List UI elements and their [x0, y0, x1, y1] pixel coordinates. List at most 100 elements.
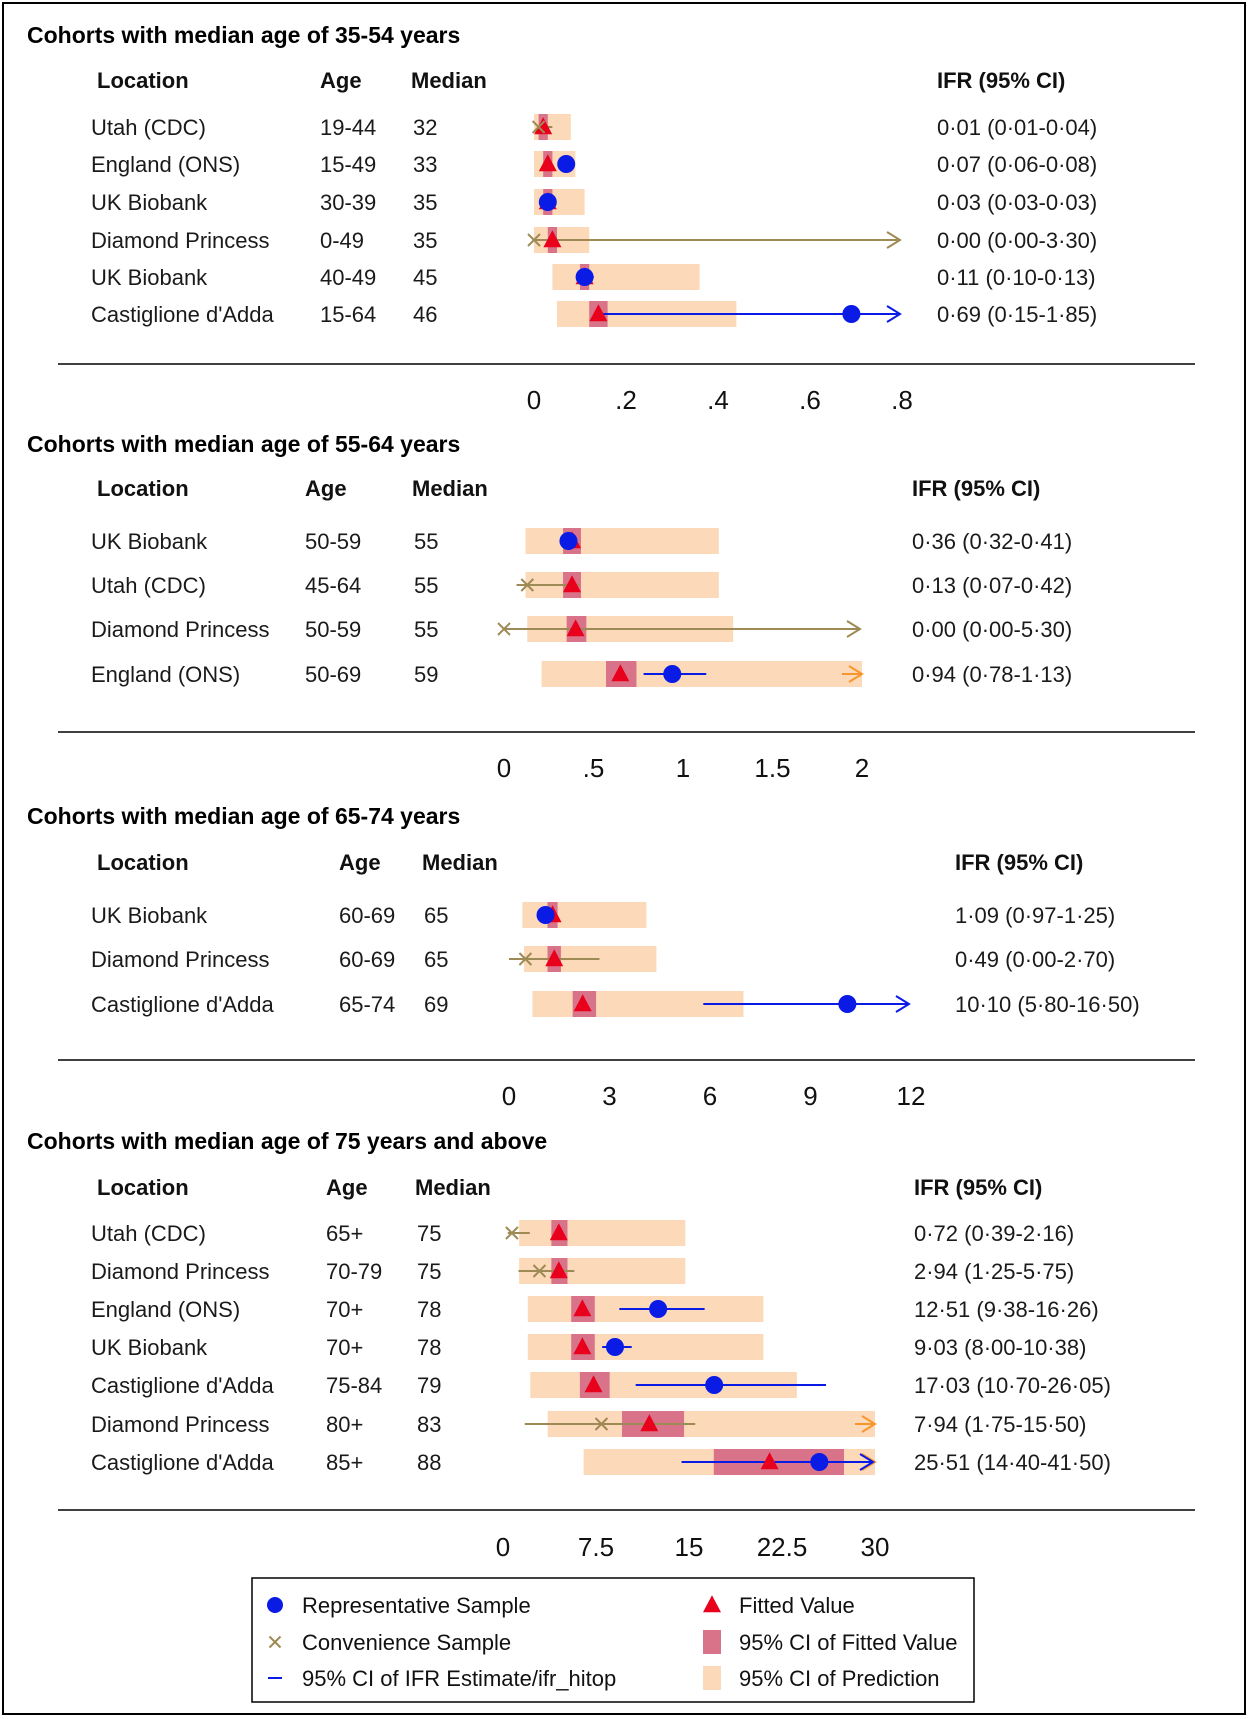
- forest-row: Diamond Princess 60-69 65 0·49 (0·00-2·70): [91, 946, 1115, 972]
- convenience-sample-marker: [520, 578, 534, 592]
- forest-row: UK Biobank 50-59 55 0·36 (0·32-0·41): [91, 528, 1072, 554]
- x-tick-label: 30: [861, 1532, 890, 1562]
- legend-fitted-marker: [703, 1595, 721, 1613]
- forest-row: UK Biobank 60-69 65 1·09 (0·97-1·25): [91, 902, 1115, 928]
- legend-ci-prediction-label: 95% CI of Prediction: [739, 1666, 940, 1691]
- forest-row: Utah (CDC) 45-64 55 0·13 (0·07-0·42): [91, 572, 1072, 598]
- prediction-ci-band: [525, 528, 719, 554]
- row-location: England (ONS): [91, 1297, 240, 1322]
- row-median: 55: [414, 529, 438, 554]
- prediction-ci-band: [552, 264, 700, 290]
- column-header-ifr: IFR (95% CI): [937, 68, 1065, 93]
- row-location: England (ONS): [91, 662, 240, 687]
- row-median: 46: [413, 302, 437, 327]
- forest-row: Diamond Princess 70-79 75 2·94 (1·25-5·75): [91, 1258, 1074, 1284]
- forest-row: England (ONS) 50-69 59 0·94 (0·78-1·13): [91, 661, 1072, 687]
- row-location: UK Biobank: [91, 1335, 208, 1360]
- x-tick-label: 9: [803, 1081, 817, 1111]
- row-ifr: 0·13 (0·07-0·42): [912, 573, 1072, 598]
- estimate-ci-arrow: [859, 1453, 875, 1471]
- row-ifr: 2·94 (1·25-5·75): [914, 1259, 1074, 1284]
- row-median: 35: [413, 190, 437, 215]
- fitted-value-marker: [538, 154, 557, 172]
- row-ifr: 0·72 (0·39-2·16): [914, 1221, 1074, 1246]
- column-header-median: Median: [422, 850, 498, 875]
- panel-2: Cohorts with median age of 55-64 years Lo…: [27, 431, 1195, 783]
- fitted-value-marker: [549, 1223, 568, 1241]
- x-tick-label: 3: [602, 1081, 616, 1111]
- row-location: England (ONS): [91, 152, 240, 177]
- row-median: 79: [417, 1373, 441, 1398]
- row-location: Castiglione d'Adda: [91, 1373, 275, 1398]
- row-median: 32: [413, 115, 437, 140]
- row-age: 50-59: [305, 617, 361, 642]
- x-tick-label: 1: [676, 753, 690, 783]
- row-age: 15-49: [320, 152, 376, 177]
- forest-row: Diamond Princess 50-59 55 0·00 (0·00-5·30): [91, 616, 1072, 642]
- row-ifr: 1·09 (0·97-1·25): [955, 903, 1115, 928]
- column-header-ifr: IFR (95% CI): [912, 476, 1040, 501]
- forest-row: Diamond Princess 0-49 35 0·00 (0·00-3·30): [91, 227, 1097, 253]
- convenience-sample-marker: [531, 120, 546, 134]
- forest-row: Utah (CDC) 19-44 32 0·01 (0·01-0·04): [91, 114, 1097, 140]
- column-header-location: Location: [97, 68, 189, 93]
- panel-title: Cohorts with median age of 65-74 years: [27, 803, 460, 829]
- row-median: 45: [413, 265, 437, 290]
- row-age: 0-49: [320, 228, 364, 253]
- row-age: 65+: [326, 1221, 363, 1246]
- forest-row: Castiglione d'Adda 65-74 69 10·10 (5·80-16·…: [91, 991, 1140, 1017]
- row-ifr: 0·36 (0·32-0·41): [912, 529, 1072, 554]
- x-tick-label: 0: [502, 1081, 516, 1111]
- row-location: UK Biobank: [91, 190, 208, 215]
- row-age: 50-69: [305, 662, 361, 687]
- convenience-sample-marker: [594, 1417, 609, 1431]
- column-header-location: Location: [97, 1175, 189, 1200]
- convenience-sample-marker: [497, 622, 511, 636]
- row-ifr: 0·01 (0·01-0·04): [937, 115, 1097, 140]
- representative-sample-marker: [705, 1376, 724, 1394]
- column-header-median: Median: [415, 1175, 491, 1200]
- row-age: 70+: [326, 1297, 363, 1322]
- row-age: 19-44: [320, 115, 376, 140]
- row-median: 33: [413, 152, 437, 177]
- row-age: 70+: [326, 1335, 363, 1360]
- x-tick-label: .5: [583, 753, 605, 783]
- forest-row: Castiglione d'Adda 85+ 88 25·51 (14·40-41·5…: [91, 1449, 1111, 1475]
- prediction-ci-arrow: [848, 665, 864, 683]
- column-header-age: Age: [320, 68, 362, 93]
- prediction-ci-band: [527, 1334, 764, 1360]
- column-header-age: Age: [305, 476, 347, 501]
- x-tick-label: .8: [891, 385, 913, 415]
- column-header-age: Age: [339, 850, 381, 875]
- forest-row: Diamond Princess 80+ 83 7·94 (1·75-15·50): [91, 1411, 1086, 1437]
- estimate-ci-arrow: [895, 995, 911, 1013]
- column-header-median: Median: [411, 68, 487, 93]
- legend-box: [251, 1577, 975, 1703]
- row-age: 85+: [326, 1450, 363, 1475]
- row-median: 88: [417, 1450, 441, 1475]
- column-header-location: Location: [97, 476, 189, 501]
- row-age: 60-69: [339, 903, 395, 928]
- legend-representative-marker: [267, 1597, 283, 1613]
- representative-sample-marker: [649, 1300, 668, 1318]
- legend-ci-ifr-label: 95% CI of IFR Estimate/ifr_hitop: [302, 1666, 616, 1691]
- row-location: Utah (CDC): [91, 115, 206, 140]
- x-tick-label: .4: [707, 385, 729, 415]
- representative-sample-marker: [559, 532, 578, 550]
- row-ifr: 0·94 (0·78-1·13): [912, 662, 1072, 687]
- legend-ci-prediction-swatch: [703, 1666, 721, 1690]
- convenience-sample-marker: [527, 233, 541, 247]
- forest-row: UK Biobank 70+ 78 9·03 (8·00-10·38): [91, 1334, 1086, 1360]
- row-age: 65-74: [339, 992, 395, 1017]
- fitted-value-marker: [566, 619, 585, 637]
- representative-sample-marker: [842, 305, 861, 323]
- row-age: 75-84: [326, 1373, 382, 1398]
- legend-fitted-label: Fitted Value: [739, 1593, 855, 1618]
- fitted-value-marker: [611, 664, 630, 682]
- fitted-value-marker: [545, 949, 564, 967]
- row-age: 60-69: [339, 947, 395, 972]
- row-ifr: 0·07 (0·06-0·08): [937, 152, 1097, 177]
- x-tick-label: .2: [615, 385, 637, 415]
- fitted-value-marker: [563, 575, 582, 593]
- legend-representative-label: Representative Sample: [302, 1593, 531, 1618]
